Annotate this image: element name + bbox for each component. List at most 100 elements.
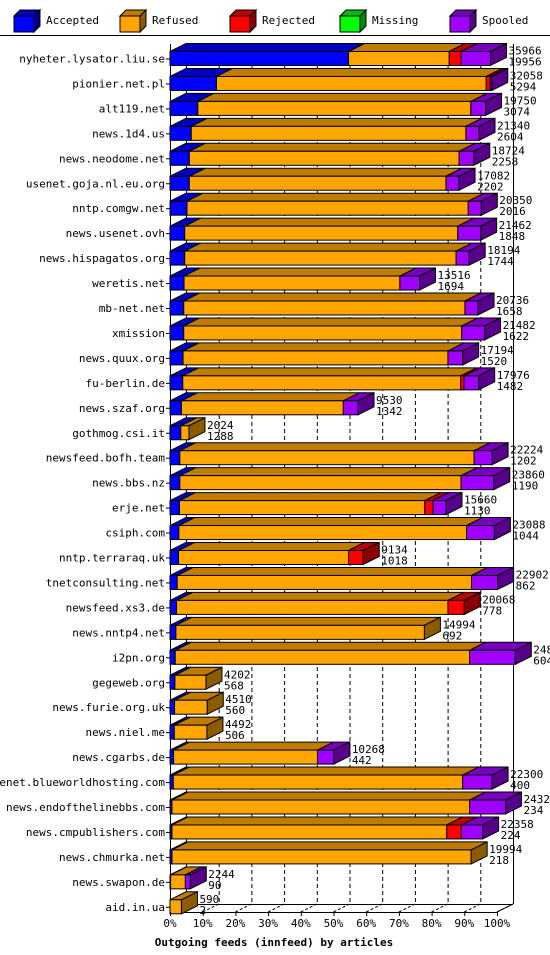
bar-value-offered: 22902 [516, 568, 549, 581]
bar-segment-side [480, 217, 498, 241]
bar-value-offered: 9134 [381, 544, 408, 557]
feed-label: newsfeed.bofh.team [46, 452, 166, 465]
bar-segment-refused [197, 100, 472, 116]
bar-segment-refused [173, 724, 208, 740]
bar-segment-top [184, 217, 474, 227]
legend-swatch-refused [119, 15, 141, 33]
floor-diagonal [235, 903, 252, 913]
bar-segment-side [484, 317, 502, 341]
bar-value-accepted: 604 [533, 654, 550, 667]
legend-swatch-accepted [13, 15, 35, 33]
bar-value-accepted: 560 [225, 704, 245, 717]
bar-value-offered: 4492 [225, 718, 252, 731]
bar-value-accepted: 1202 [510, 455, 536, 468]
feed-label: news.usenet.ovh [66, 227, 165, 240]
bar-segment-refused [170, 874, 186, 890]
bar-segment-spooled [467, 200, 482, 216]
feed-label: usenet.blueworldhosting.com [0, 776, 165, 789]
x-tick-label: 80% [422, 917, 442, 930]
bar-segment-top [173, 766, 479, 776]
bars: 3596619956320585294197503074213402604187… [169, 42, 550, 917]
bar-segment-spooled [462, 774, 493, 790]
bar-segment-refused [183, 275, 401, 291]
feed-label: news.1d4.us [92, 127, 165, 140]
bar-segment-side [482, 816, 500, 840]
legend-item-missing: Missing [338, 8, 418, 34]
row-labels: nyheter.lysator.liu.se pionier.net.pl alt1… [0, 53, 170, 914]
bar-value-offered: 21482 [503, 319, 536, 332]
legend-swatch-rejected [229, 15, 251, 33]
feed-label: nyheter.lysator.liu.se [19, 53, 165, 66]
legend: Accepted Refused Rejected Missing Spooled [0, 8, 550, 36]
bar-segment-spooled [461, 325, 486, 341]
feed-label: news.nntp4.net [72, 626, 165, 639]
bar-segment-spooled [460, 475, 495, 491]
bar-value-offered: 17082 [477, 169, 510, 182]
bar-segment-spooled [447, 350, 464, 366]
bar-segment-refused [176, 574, 472, 590]
legend-item-rejected: Rejected [228, 8, 315, 34]
bar-segment-accepted [169, 574, 178, 590]
bar-segment-side [470, 841, 488, 865]
bar-segment-spooled [469, 649, 516, 665]
feed-label: news.cgarbs.de [72, 751, 165, 764]
bar-value-offered: 4202 [224, 668, 251, 681]
bar-value-accepted: 90 [208, 879, 221, 892]
bar-value-offered: 22224 [510, 444, 543, 457]
bar-segment-top [181, 392, 360, 402]
bar-value-offered: 20736 [496, 294, 529, 307]
bar-segment-accepted [169, 500, 180, 516]
bar-value-accepted: 2016 [499, 205, 525, 218]
bar-value-offered: 35966 [508, 45, 541, 58]
bar-segment-top [176, 591, 465, 601]
bar-value-offered: 20068 [482, 593, 515, 606]
bar-segment-spooled [463, 375, 480, 391]
bar-segment-refused [348, 51, 450, 66]
feed-label: erje.net [112, 502, 165, 515]
bar-value-accepted: 1018 [381, 555, 408, 568]
bar-segment-accepted [169, 624, 177, 640]
feed-label: mb-net.net [99, 302, 165, 315]
bar-segment-top [183, 317, 478, 327]
bar-value-accepted: 568 [224, 679, 244, 692]
bar-value-offered: 17976 [497, 369, 530, 382]
legend-swatch-missing [339, 15, 361, 33]
legend-item-accepted: Accepted [12, 8, 99, 34]
bar-segment-top [169, 43, 365, 52]
bar-segment-side [357, 391, 375, 416]
legend-swatch-spooled [449, 15, 471, 33]
bar-segment-accepted [169, 525, 180, 541]
bar-value-accepted: 1342 [376, 405, 403, 418]
bar-segment-spooled [458, 150, 475, 166]
feed-label: news.furie.org.uk [52, 701, 165, 714]
bar-segment-refused [171, 799, 471, 815]
bar-segment-accepted [169, 100, 199, 116]
bar-value-offered: 19750 [504, 94, 537, 107]
bar-segment-side [206, 716, 224, 740]
bar-segment-refused [179, 475, 462, 491]
floor-diagonal [398, 903, 416, 913]
feed-label: xmission [112, 327, 165, 340]
bar-value-accepted: 400 [510, 779, 530, 792]
bar-segment-refused [215, 75, 487, 91]
bar-segment-refused [171, 824, 448, 840]
x-tick-label: 50% [324, 917, 344, 930]
bar-segment-side [491, 441, 509, 466]
feed-label: alt119.net [99, 102, 165, 115]
bar-value-offered: 21340 [497, 119, 530, 132]
bar-segment-side [473, 142, 491, 167]
bar-value-offered: 21462 [499, 219, 532, 232]
legend-item-spooled: Spooled [448, 8, 528, 34]
bar-segment-top [182, 367, 477, 377]
bar-segment-accepted [169, 51, 350, 66]
bar-value-offered: 22300 [510, 768, 543, 781]
bar-segment-top [171, 816, 463, 826]
